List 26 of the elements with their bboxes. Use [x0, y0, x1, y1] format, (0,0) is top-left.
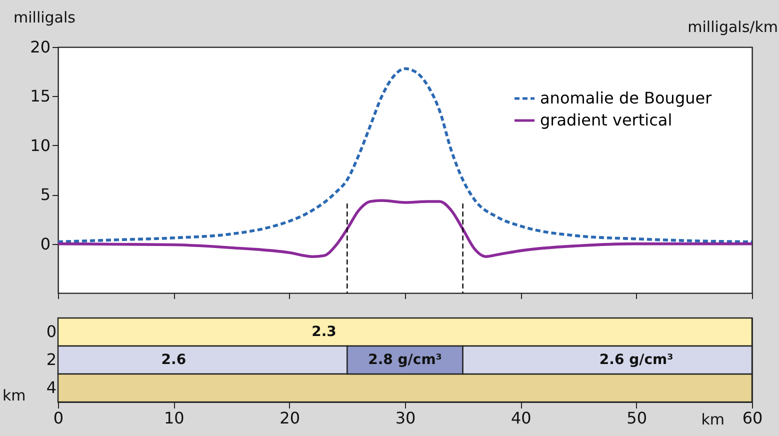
- y-tick-label: 4: [46, 378, 56, 397]
- x-tick-label: 60: [742, 408, 763, 428]
- y-tick-label: 15: [30, 86, 50, 106]
- y-tick-label: 10: [30, 136, 50, 155]
- x-axis-title: km: [701, 410, 724, 428]
- annotation: 2.6 g/cm³: [599, 352, 674, 368]
- annotation: 2.3: [312, 324, 336, 340]
- x-tick-label: 20: [280, 408, 300, 428]
- y-axis-title: milligals: [14, 8, 76, 26]
- annotation: 2.6: [161, 352, 186, 368]
- x-tick-label: 50: [626, 408, 648, 428]
- y-tick-label: 0: [46, 322, 56, 341]
- x-tick-label: 40: [510, 408, 532, 428]
- y-axis-title: km: [2, 386, 26, 404]
- y-tick-label: 20: [30, 38, 50, 56]
- annotation: 2.8 g/cm³: [368, 352, 442, 368]
- legend-label: anomalie de Bouguer: [540, 88, 712, 108]
- legend-label: gradient vertical: [540, 110, 672, 130]
- y2-axis-title: milligals/km: [688, 18, 778, 36]
- x-tick-label: 10: [164, 408, 184, 428]
- y-tick-label: 0: [40, 234, 50, 254]
- x-tick-label: 30: [395, 408, 416, 428]
- line-series: [56, 199, 754, 258]
- y-tick-label: 5: [40, 185, 50, 204]
- line-series: [56, 67, 754, 244]
- y-tick-label: 2: [46, 350, 56, 369]
